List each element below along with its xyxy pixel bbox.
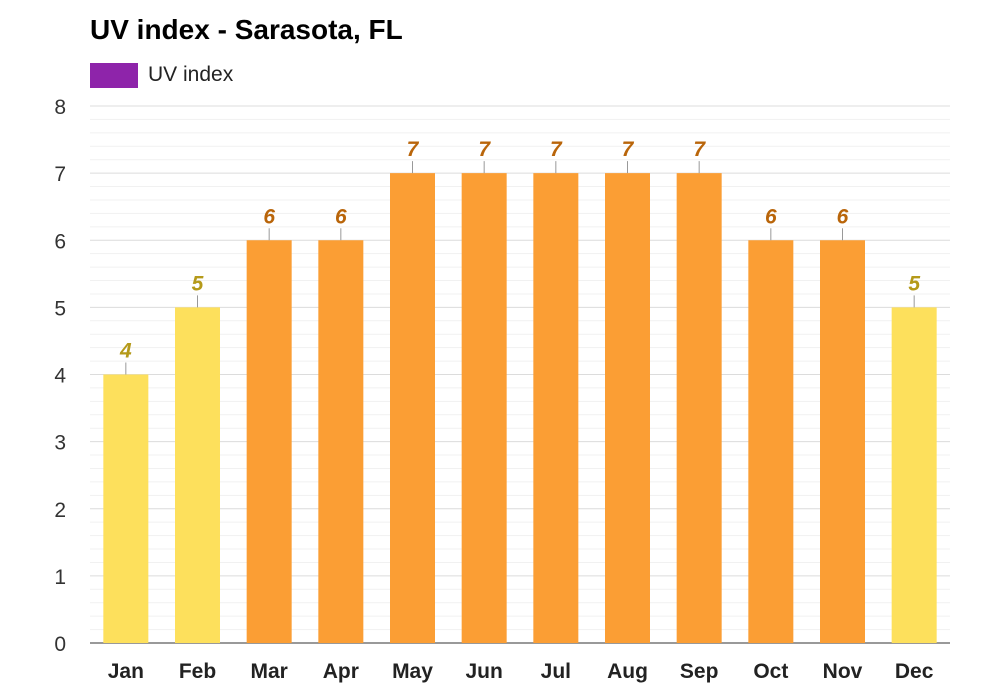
data-label: 6 bbox=[335, 205, 347, 228]
data-label: 7 bbox=[550, 138, 563, 161]
data-label: 5 bbox=[192, 272, 204, 295]
legend-label: UV index bbox=[148, 63, 234, 86]
data-label: 7 bbox=[407, 138, 420, 161]
x-tick-label: Jan bbox=[108, 660, 144, 683]
y-tick-label: 0 bbox=[54, 633, 66, 656]
x-tick-label: Aug bbox=[607, 660, 648, 683]
bar-sep bbox=[676, 173, 722, 643]
bar-jul bbox=[533, 173, 579, 643]
x-tick-label: Nov bbox=[823, 660, 863, 683]
x-tick-label: Feb bbox=[179, 660, 216, 683]
y-tick-label: 6 bbox=[54, 230, 66, 253]
data-label: 5 bbox=[908, 272, 920, 295]
bar-apr bbox=[318, 240, 364, 643]
bar-may bbox=[390, 173, 435, 643]
bar-feb bbox=[175, 307, 220, 643]
data-label: 6 bbox=[765, 205, 777, 228]
bar-mar bbox=[246, 240, 292, 643]
data-label: 6 bbox=[837, 205, 849, 228]
bar-oct bbox=[748, 240, 794, 643]
x-tick-label: Jun bbox=[465, 660, 502, 683]
legend-swatch bbox=[90, 62, 138, 88]
y-tick-label: 1 bbox=[54, 566, 66, 589]
data-label: 7 bbox=[478, 138, 491, 161]
x-tick-label: Oct bbox=[753, 660, 788, 683]
x-tick-label: Mar bbox=[250, 660, 287, 683]
bar-jan bbox=[103, 374, 149, 643]
x-tick-label: Dec bbox=[895, 660, 934, 683]
y-tick-label: 7 bbox=[54, 163, 66, 186]
x-tick-label: May bbox=[392, 660, 433, 683]
bar-jun bbox=[461, 173, 507, 643]
x-tick-label: Jul bbox=[541, 660, 571, 683]
y-tick-label: 3 bbox=[54, 432, 66, 455]
x-tick-label: Apr bbox=[323, 660, 359, 683]
x-tick-label: Sep bbox=[680, 660, 719, 683]
bar-dec bbox=[891, 307, 937, 643]
chart-title: UV index - Sarasota, FL bbox=[90, 14, 403, 45]
y-tick-label: 8 bbox=[54, 96, 66, 119]
y-tick-label: 4 bbox=[54, 365, 66, 388]
legend: UV index bbox=[90, 62, 233, 88]
data-label: 6 bbox=[263, 205, 275, 228]
bar-nov bbox=[820, 240, 865, 643]
y-tick-label: 5 bbox=[54, 297, 66, 320]
data-label: 7 bbox=[693, 138, 706, 161]
bar-aug bbox=[605, 173, 650, 643]
y-tick-label: 2 bbox=[54, 499, 66, 522]
data-label: 4 bbox=[119, 340, 132, 363]
data-label: 7 bbox=[622, 138, 635, 161]
